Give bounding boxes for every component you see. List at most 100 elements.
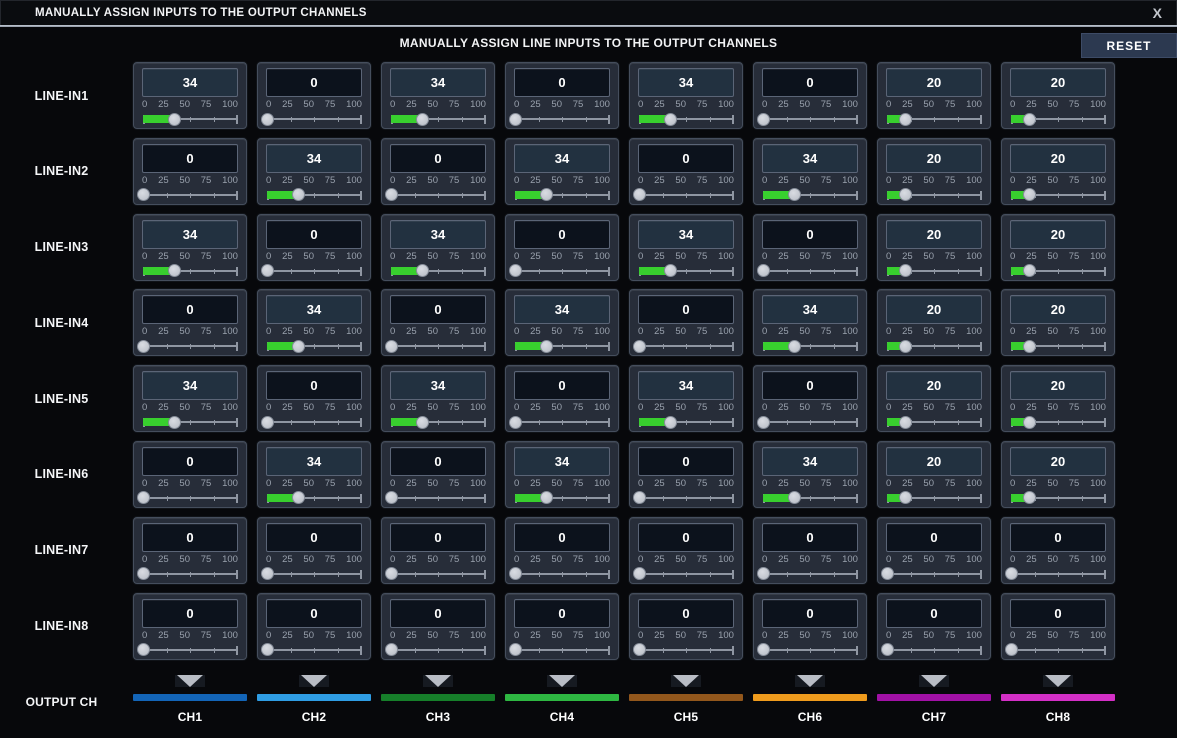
slider-thumb[interactable] [632, 188, 646, 202]
slider-thumb[interactable] [664, 112, 678, 126]
close-icon[interactable]: X [1152, 5, 1162, 21]
slider-thumb[interactable] [416, 112, 430, 126]
slider-thumb[interactable] [880, 567, 894, 581]
gain-slider[interactable] [260, 566, 362, 582]
gain-slider[interactable] [515, 338, 610, 354]
slider-thumb[interactable] [168, 264, 182, 278]
gain-slider[interactable] [1011, 263, 1106, 279]
gain-slider[interactable] [384, 490, 486, 506]
gain-slider[interactable] [887, 111, 982, 127]
slider-thumb[interactable] [1023, 264, 1037, 278]
gain-slider[interactable] [508, 414, 610, 430]
slider-thumb[interactable] [384, 339, 398, 353]
slider-thumb[interactable] [416, 415, 430, 429]
gain-slider[interactable] [632, 490, 734, 506]
slider-thumb[interactable] [384, 188, 398, 202]
slider-thumb[interactable] [384, 567, 398, 581]
slider-thumb[interactable] [540, 188, 554, 202]
slider-thumb[interactable] [1004, 643, 1018, 657]
gain-slider[interactable] [384, 642, 486, 658]
gain-slider[interactable] [639, 111, 734, 127]
slider-thumb[interactable] [136, 567, 150, 581]
slider-thumb[interactable] [1023, 112, 1037, 126]
gain-slider[interactable] [267, 490, 362, 506]
gain-slider[interactable] [384, 187, 486, 203]
slider-thumb[interactable] [540, 339, 554, 353]
gain-slider[interactable] [887, 490, 982, 506]
gain-slider[interactable] [880, 642, 982, 658]
gain-slider[interactable] [391, 414, 486, 430]
slider-thumb[interactable] [508, 567, 522, 581]
slider-thumb[interactable] [756, 643, 770, 657]
gain-slider[interactable] [508, 642, 610, 658]
gain-slider[interactable] [384, 338, 486, 354]
slider-thumb[interactable] [260, 643, 274, 657]
gain-slider[interactable] [1011, 111, 1106, 127]
gain-slider[interactable] [508, 263, 610, 279]
slider-thumb[interactable] [508, 112, 522, 126]
slider-thumb[interactable] [1023, 491, 1037, 505]
slider-thumb[interactable] [508, 415, 522, 429]
gain-slider[interactable] [632, 338, 734, 354]
gain-slider[interactable] [632, 187, 734, 203]
slider-thumb[interactable] [384, 491, 398, 505]
gain-slider[interactable] [880, 566, 982, 582]
slider-thumb[interactable] [260, 112, 274, 126]
gain-slider[interactable] [1011, 338, 1106, 354]
gain-slider[interactable] [267, 338, 362, 354]
slider-thumb[interactable] [632, 339, 646, 353]
slider-thumb[interactable] [756, 415, 770, 429]
slider-thumb[interactable] [292, 188, 306, 202]
slider-thumb[interactable] [384, 643, 398, 657]
slider-thumb[interactable] [260, 264, 274, 278]
gain-slider[interactable] [1011, 490, 1106, 506]
gain-slider[interactable] [508, 566, 610, 582]
gain-slider[interactable] [515, 187, 610, 203]
gain-slider[interactable] [391, 263, 486, 279]
gain-slider[interactable] [515, 490, 610, 506]
slider-thumb[interactable] [664, 415, 678, 429]
gain-slider[interactable] [260, 263, 362, 279]
slider-thumb[interactable] [756, 264, 770, 278]
slider-thumb[interactable] [899, 188, 913, 202]
gain-slider[interactable] [763, 490, 858, 506]
slider-thumb[interactable] [508, 264, 522, 278]
slider-thumb[interactable] [1023, 188, 1037, 202]
gain-slider[interactable] [143, 111, 238, 127]
gain-slider[interactable] [384, 566, 486, 582]
slider-thumb[interactable] [899, 264, 913, 278]
slider-thumb[interactable] [540, 491, 554, 505]
slider-thumb[interactable] [880, 643, 894, 657]
gain-slider[interactable] [756, 414, 858, 430]
slider-thumb[interactable] [788, 188, 802, 202]
gain-slider[interactable] [887, 187, 982, 203]
slider-thumb[interactable] [899, 491, 913, 505]
slider-thumb[interactable] [899, 112, 913, 126]
gain-slider[interactable] [136, 642, 238, 658]
slider-thumb[interactable] [756, 112, 770, 126]
gain-slider[interactable] [143, 263, 238, 279]
gain-slider[interactable] [763, 338, 858, 354]
gain-slider[interactable] [1004, 642, 1106, 658]
slider-thumb[interactable] [899, 339, 913, 353]
gain-slider[interactable] [136, 490, 238, 506]
gain-slider[interactable] [763, 187, 858, 203]
slider-thumb[interactable] [260, 415, 274, 429]
gain-slider[interactable] [391, 111, 486, 127]
slider-thumb[interactable] [664, 264, 678, 278]
slider-thumb[interactable] [136, 188, 150, 202]
slider-thumb[interactable] [292, 491, 306, 505]
gain-slider[interactable] [1011, 414, 1106, 430]
gain-slider[interactable] [136, 566, 238, 582]
slider-thumb[interactable] [136, 643, 150, 657]
slider-thumb[interactable] [756, 567, 770, 581]
slider-thumb[interactable] [1004, 567, 1018, 581]
gain-slider[interactable] [639, 414, 734, 430]
gain-slider[interactable] [1011, 187, 1106, 203]
slider-thumb[interactable] [788, 339, 802, 353]
gain-slider[interactable] [756, 111, 858, 127]
slider-thumb[interactable] [632, 643, 646, 657]
gain-slider[interactable] [1004, 566, 1106, 582]
gain-slider[interactable] [756, 263, 858, 279]
gain-slider[interactable] [639, 263, 734, 279]
